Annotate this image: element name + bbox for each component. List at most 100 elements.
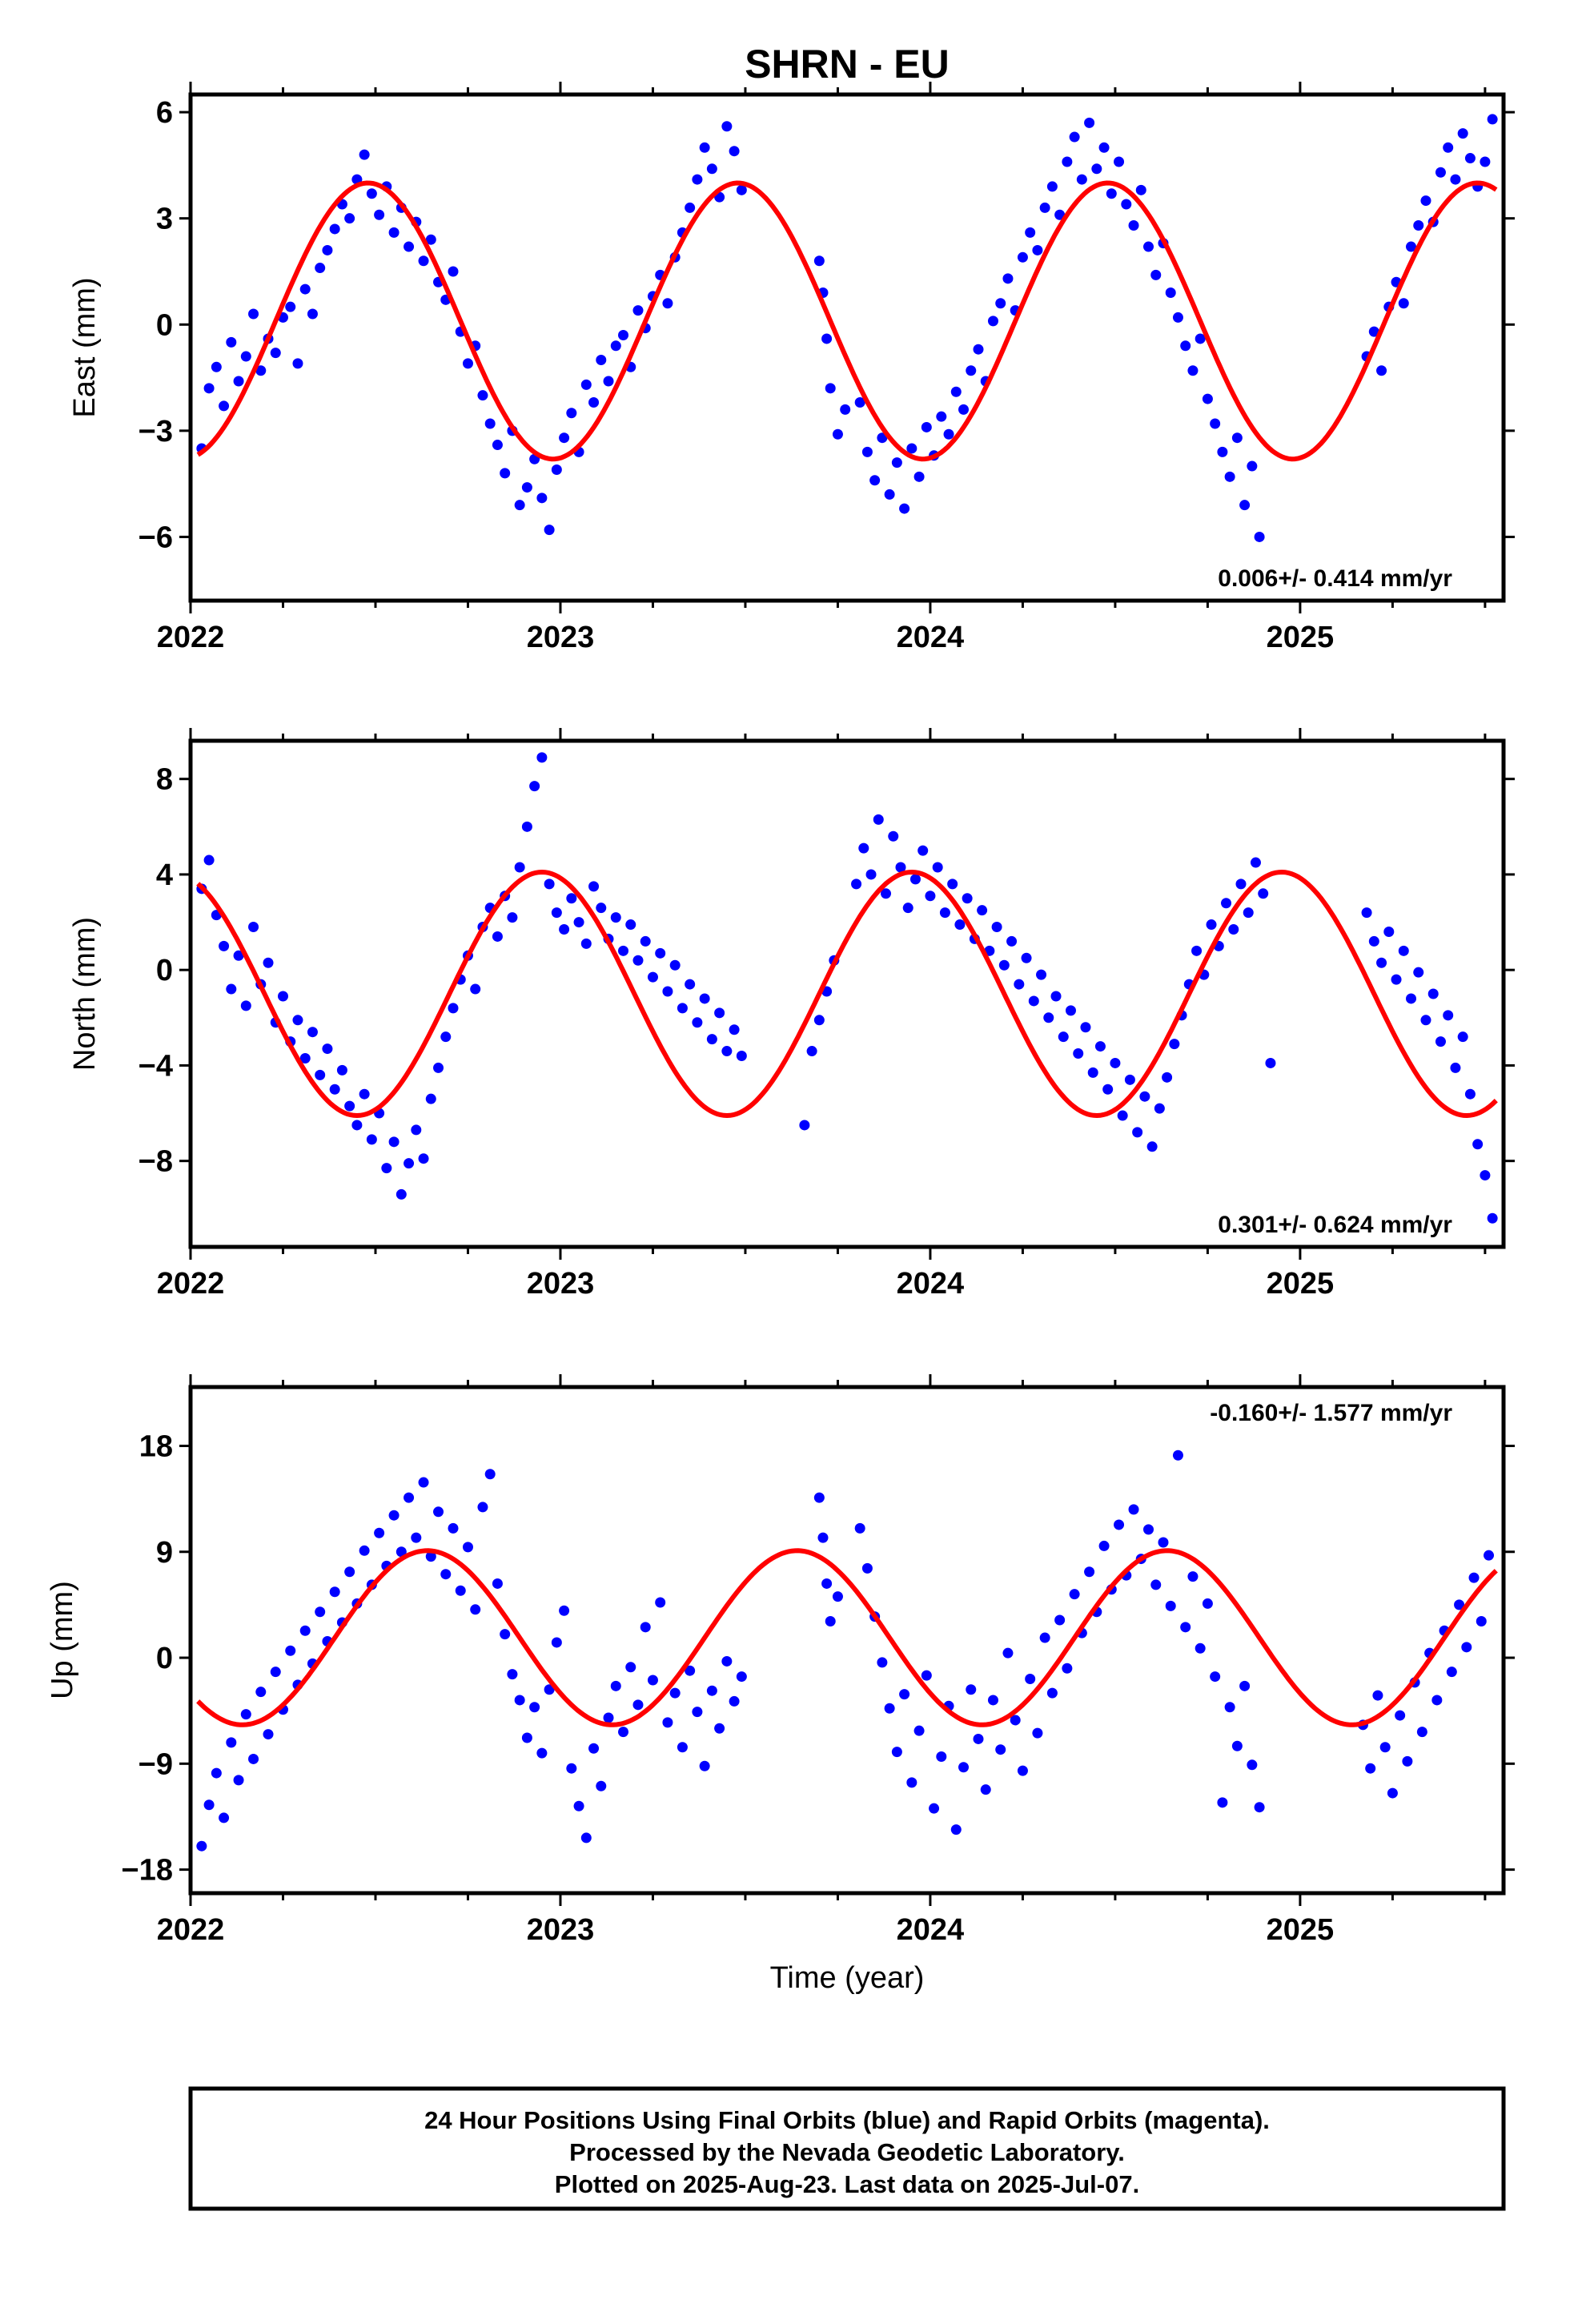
data-point <box>1468 1572 1480 1583</box>
data-point <box>1391 974 1402 985</box>
data-point <box>902 903 913 914</box>
data-point <box>1435 1036 1446 1047</box>
plot-frame <box>188 92 1506 603</box>
data-point <box>492 931 503 942</box>
data-point <box>329 223 340 235</box>
y-tick-label: −18 <box>122 1854 173 1888</box>
data-point <box>877 1657 888 1668</box>
data-point <box>603 1712 614 1723</box>
data-point <box>470 1604 481 1615</box>
data-point <box>618 1727 629 1738</box>
x-tick-label: 2023 <box>527 1267 595 1301</box>
data-point <box>1210 418 1221 429</box>
data-point <box>699 142 710 153</box>
data-point <box>1376 957 1387 968</box>
data-point <box>1379 1742 1391 1753</box>
data-point <box>1150 269 1162 280</box>
footer-frame <box>188 2086 1506 2211</box>
data-point <box>1139 1091 1150 1102</box>
data-point <box>895 862 906 873</box>
data-point <box>404 1158 415 1169</box>
data-point <box>729 1695 740 1707</box>
data-point <box>248 308 259 320</box>
data-point <box>425 234 436 245</box>
data-point <box>950 1824 962 1835</box>
data-point <box>359 149 370 160</box>
plot-frame <box>188 738 1506 1249</box>
data-point <box>551 1637 562 1648</box>
data-point <box>1239 500 1251 511</box>
data-point <box>858 842 869 854</box>
data-point <box>1143 241 1154 252</box>
x-tick-label: 2024 <box>897 621 965 654</box>
y-tick-label: −8 <box>139 1145 173 1179</box>
data-point <box>233 376 244 387</box>
data-point <box>1413 220 1424 231</box>
data-point <box>1202 1598 1213 1609</box>
x-tick-label: 2024 <box>897 1267 965 1301</box>
data-point <box>1069 1589 1080 1600</box>
data-point <box>219 940 230 951</box>
data-point <box>1480 1170 1491 1181</box>
data-point <box>706 1685 717 1696</box>
data-point <box>669 959 681 971</box>
x-tick-label: 2022 <box>157 621 225 654</box>
data-point <box>884 1703 895 1714</box>
data-point <box>1443 1010 1454 1021</box>
data-point <box>1224 1702 1235 1713</box>
data-point <box>359 1545 370 1556</box>
data-point <box>233 1775 244 1786</box>
data-point <box>1239 1680 1251 1691</box>
data-point <box>551 464 562 475</box>
data-point <box>226 1737 237 1748</box>
data-point <box>1431 1695 1443 1706</box>
footer-line-2: Processed by the Nevada Geodetic Laborat… <box>569 2138 1125 2166</box>
x-tick-label: 2022 <box>157 1267 225 1301</box>
data-point <box>909 874 921 885</box>
data-point <box>255 1687 267 1698</box>
data-point <box>315 263 326 274</box>
data-point <box>596 1780 607 1791</box>
data-point <box>299 283 311 295</box>
data-point <box>987 316 998 327</box>
data-point <box>1416 1727 1427 1738</box>
data-point <box>492 440 503 451</box>
data-point <box>285 301 296 312</box>
data-point <box>851 879 862 890</box>
data-point <box>899 503 910 514</box>
data-point <box>211 1767 222 1779</box>
data-point <box>1395 1710 1406 1721</box>
data-point <box>477 1502 488 1513</box>
data-point <box>219 1812 230 1823</box>
footer-box: 24 Hour Positions Using Final Orbits (bl… <box>188 2086 1506 2211</box>
data-point <box>580 379 592 390</box>
data-point <box>1054 1614 1066 1626</box>
east-panel: −6 −3 0 3 6 2022 2023 2024 2025 East (mm) 0.006+/-… <box>68 82 1515 654</box>
data-point <box>662 1717 673 1728</box>
data-point <box>813 255 825 267</box>
data-point <box>1476 1615 1487 1626</box>
data-point <box>1195 333 1206 344</box>
data-point <box>559 432 570 444</box>
data-point <box>929 1803 940 1814</box>
data-point <box>729 146 740 157</box>
data-point <box>625 919 636 931</box>
data-point <box>315 1069 326 1080</box>
data-point <box>544 525 555 536</box>
data-point <box>203 383 215 394</box>
data-point <box>913 1725 925 1736</box>
data-point <box>1435 167 1446 178</box>
data-point <box>1398 298 1409 309</box>
data-point <box>1132 1127 1143 1138</box>
data-point <box>954 919 966 931</box>
data-point <box>425 1093 436 1104</box>
data-point <box>411 1532 422 1543</box>
data-point <box>854 397 865 408</box>
data-point <box>440 1569 452 1580</box>
data-point <box>240 351 251 362</box>
data-point <box>1025 227 1036 238</box>
data-point <box>685 979 696 990</box>
data-point <box>669 1687 681 1699</box>
data-point <box>1114 156 1125 167</box>
data-point <box>950 386 962 397</box>
